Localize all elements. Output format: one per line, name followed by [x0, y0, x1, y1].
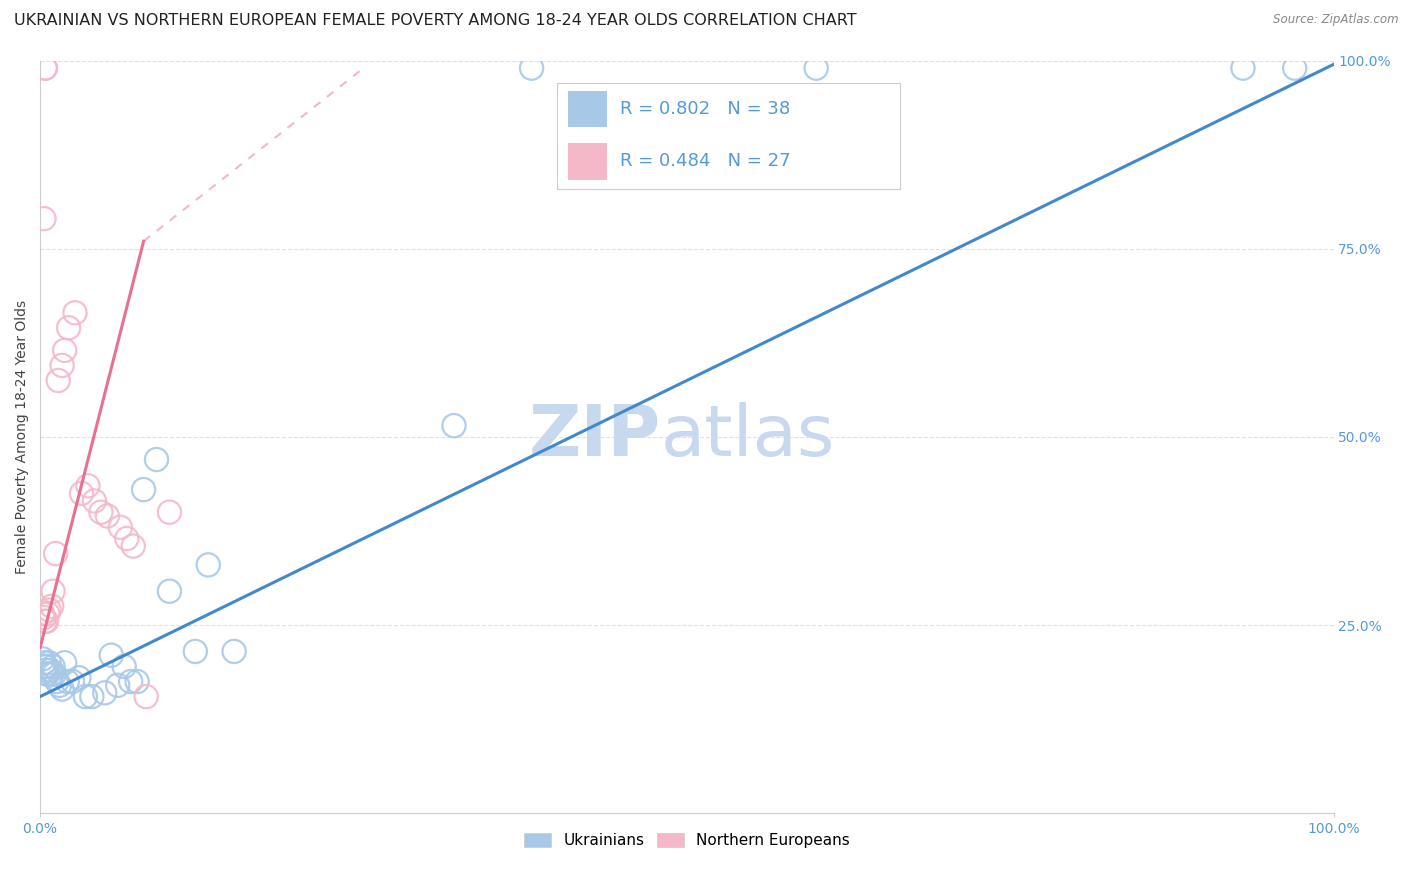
Point — [115, 532, 138, 546]
Point — [77, 479, 100, 493]
Point — [53, 343, 76, 358]
Point — [35, 615, 58, 629]
Point — [34, 61, 56, 75]
Point — [41, 599, 63, 614]
Point — [122, 539, 145, 553]
Point — [804, 61, 827, 75]
Text: R = 0.484   N = 27: R = 0.484 N = 27 — [620, 153, 790, 170]
Point — [34, 615, 56, 629]
Point — [34, 61, 56, 75]
Point — [120, 674, 142, 689]
Text: Source: ZipAtlas.com: Source: ZipAtlas.com — [1274, 13, 1399, 27]
Point — [44, 667, 66, 681]
Bar — [568, 91, 606, 127]
Point — [112, 659, 135, 673]
Point — [63, 306, 86, 320]
Point — [35, 667, 58, 681]
Point — [1232, 61, 1254, 75]
Point — [135, 690, 157, 704]
Point — [53, 656, 76, 670]
Point — [31, 607, 53, 621]
Text: ZIP: ZIP — [529, 402, 661, 472]
FancyBboxPatch shape — [557, 83, 900, 188]
Point — [184, 644, 207, 658]
Point — [96, 508, 118, 523]
Point — [51, 359, 73, 373]
Point — [46, 374, 69, 388]
Point — [32, 211, 55, 226]
Point — [37, 667, 59, 681]
Point — [45, 547, 67, 561]
Point — [35, 659, 58, 673]
Point — [58, 321, 80, 335]
Point — [107, 678, 129, 692]
Point — [159, 584, 181, 599]
Point — [32, 610, 55, 624]
Legend: Ukrainians, Northern Europeans: Ukrainians, Northern Europeans — [517, 827, 856, 855]
Point — [62, 674, 84, 689]
Point — [39, 663, 62, 677]
Point — [197, 558, 219, 572]
Point — [94, 686, 117, 700]
Point — [145, 452, 167, 467]
Point — [34, 659, 56, 673]
Text: atlas: atlas — [661, 402, 835, 472]
Point — [443, 418, 465, 433]
Point — [70, 486, 93, 500]
Point — [83, 494, 105, 508]
Bar — [568, 144, 606, 179]
Point — [41, 667, 63, 681]
Point — [127, 674, 149, 689]
Point — [100, 648, 122, 663]
Point — [75, 690, 97, 704]
Point — [38, 656, 60, 670]
Point — [37, 607, 59, 621]
Point — [45, 674, 67, 689]
Point — [51, 681, 73, 696]
Text: UKRAINIAN VS NORTHERN EUROPEAN FEMALE POVERTY AMONG 18-24 YEAR OLDS CORRELATION : UKRAINIAN VS NORTHERN EUROPEAN FEMALE PO… — [14, 13, 856, 29]
Point — [31, 652, 53, 666]
Point — [80, 690, 103, 704]
Point — [34, 663, 56, 677]
Point — [1284, 61, 1306, 75]
Point — [56, 674, 79, 689]
Point — [38, 603, 60, 617]
Point — [90, 505, 112, 519]
Point — [224, 644, 246, 658]
Point — [110, 520, 132, 534]
Y-axis label: Female Poverty Among 18-24 Year Olds: Female Poverty Among 18-24 Year Olds — [15, 300, 30, 574]
Text: R = 0.802   N = 38: R = 0.802 N = 38 — [620, 100, 790, 118]
Point — [520, 61, 543, 75]
Point — [67, 671, 90, 685]
Point — [132, 483, 155, 497]
Point — [32, 656, 55, 670]
Point — [48, 678, 70, 692]
Point — [42, 584, 65, 599]
Point — [42, 659, 65, 673]
Point — [159, 505, 181, 519]
